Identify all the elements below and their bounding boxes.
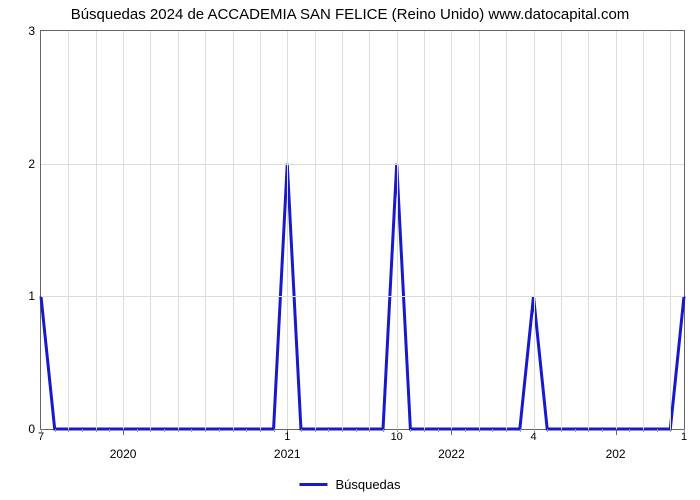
x-tick-minor — [178, 429, 179, 432]
grid-vertical — [342, 31, 343, 429]
x-tick-minor — [369, 429, 370, 432]
grid-vertical — [369, 31, 370, 429]
x-tick-minor — [342, 429, 343, 432]
x-tick-major — [616, 429, 617, 435]
x-tick-minor — [506, 429, 507, 432]
x-tick-minor — [328, 429, 329, 432]
x-tick-minor — [465, 429, 466, 432]
x-tick-minor — [547, 429, 548, 432]
x-tick-minor — [356, 429, 357, 432]
plot-area: 0123202020212022202711041 — [40, 30, 685, 430]
x-tick-minor — [274, 429, 275, 432]
x-tick-minor — [602, 429, 603, 432]
legend-swatch — [299, 483, 327, 486]
x-tick-major — [123, 429, 124, 435]
x-tick-minor — [588, 429, 589, 432]
grid-vertical — [397, 31, 398, 429]
grid-vertical — [588, 31, 589, 429]
legend-label: Búsquedas — [335, 477, 400, 492]
x-tick-minor — [191, 429, 192, 432]
x-tick-minor — [657, 429, 658, 432]
grid-vertical — [479, 31, 480, 429]
x-tick-minor — [410, 429, 411, 432]
y-tick-label: 3 — [28, 24, 35, 38]
grid-vertical — [96, 31, 97, 429]
x-value-label: 1 — [284, 431, 290, 443]
search-chart: Búsquedas 2024 de ACCADEMIA SAN FELICE (… — [0, 0, 700, 500]
x-tick-minor — [55, 429, 56, 432]
grid-vertical — [451, 31, 452, 429]
legend: Búsquedas — [299, 477, 400, 492]
x-tick-minor — [479, 429, 480, 432]
x-tick-minor — [383, 429, 384, 432]
y-tick-label: 0 — [28, 422, 35, 436]
x-tick-major-label: 202 — [606, 447, 626, 461]
grid-vertical — [561, 31, 562, 429]
grid-vertical — [315, 31, 316, 429]
x-tick-minor — [260, 429, 261, 432]
grid-vertical — [205, 31, 206, 429]
grid-vertical — [506, 31, 507, 429]
x-tick-major-label: 2020 — [110, 447, 137, 461]
grid-vertical — [123, 31, 124, 429]
x-tick-major — [451, 429, 452, 435]
x-tick-minor — [233, 429, 234, 432]
y-tick-label: 2 — [28, 157, 35, 171]
x-tick-minor — [82, 429, 83, 432]
grid-vertical — [643, 31, 644, 429]
x-tick-minor — [438, 429, 439, 432]
chart-title: Búsquedas 2024 de ACCADEMIA SAN FELICE (… — [0, 6, 700, 23]
x-tick-minor — [520, 429, 521, 432]
x-tick-minor — [629, 429, 630, 432]
x-tick-minor — [96, 429, 97, 432]
grid-vertical — [150, 31, 151, 429]
x-tick-minor — [137, 429, 138, 432]
x-tick-major-label: 2022 — [438, 447, 465, 461]
x-tick-minor — [575, 429, 576, 432]
grid-vertical — [670, 31, 671, 429]
x-tick-minor — [492, 429, 493, 432]
x-tick-minor — [150, 429, 151, 432]
x-tick-minor — [205, 429, 206, 432]
x-tick-major-label: 2021 — [274, 447, 301, 461]
grid-vertical — [616, 31, 617, 429]
x-tick-minor — [670, 429, 671, 432]
grid-vertical — [287, 31, 288, 429]
x-tick-minor — [109, 429, 110, 432]
x-value-label: 4 — [530, 431, 536, 443]
grid-vertical — [178, 31, 179, 429]
x-value-label: 1 — [681, 431, 687, 443]
y-tick-label: 1 — [28, 289, 35, 303]
x-tick-minor — [219, 429, 220, 432]
x-tick-minor — [643, 429, 644, 432]
x-tick-minor — [164, 429, 165, 432]
grid-vertical — [424, 31, 425, 429]
x-tick-minor — [301, 429, 302, 432]
x-tick-minor — [246, 429, 247, 432]
x-tick-minor — [424, 429, 425, 432]
x-tick-minor — [561, 429, 562, 432]
grid-vertical — [260, 31, 261, 429]
x-tick-minor — [315, 429, 316, 432]
x-tick-minor — [68, 429, 69, 432]
x-value-label: 7 — [38, 431, 44, 443]
grid-vertical — [68, 31, 69, 429]
grid-vertical — [534, 31, 535, 429]
x-value-label: 10 — [391, 431, 403, 443]
grid-vertical — [233, 31, 234, 429]
